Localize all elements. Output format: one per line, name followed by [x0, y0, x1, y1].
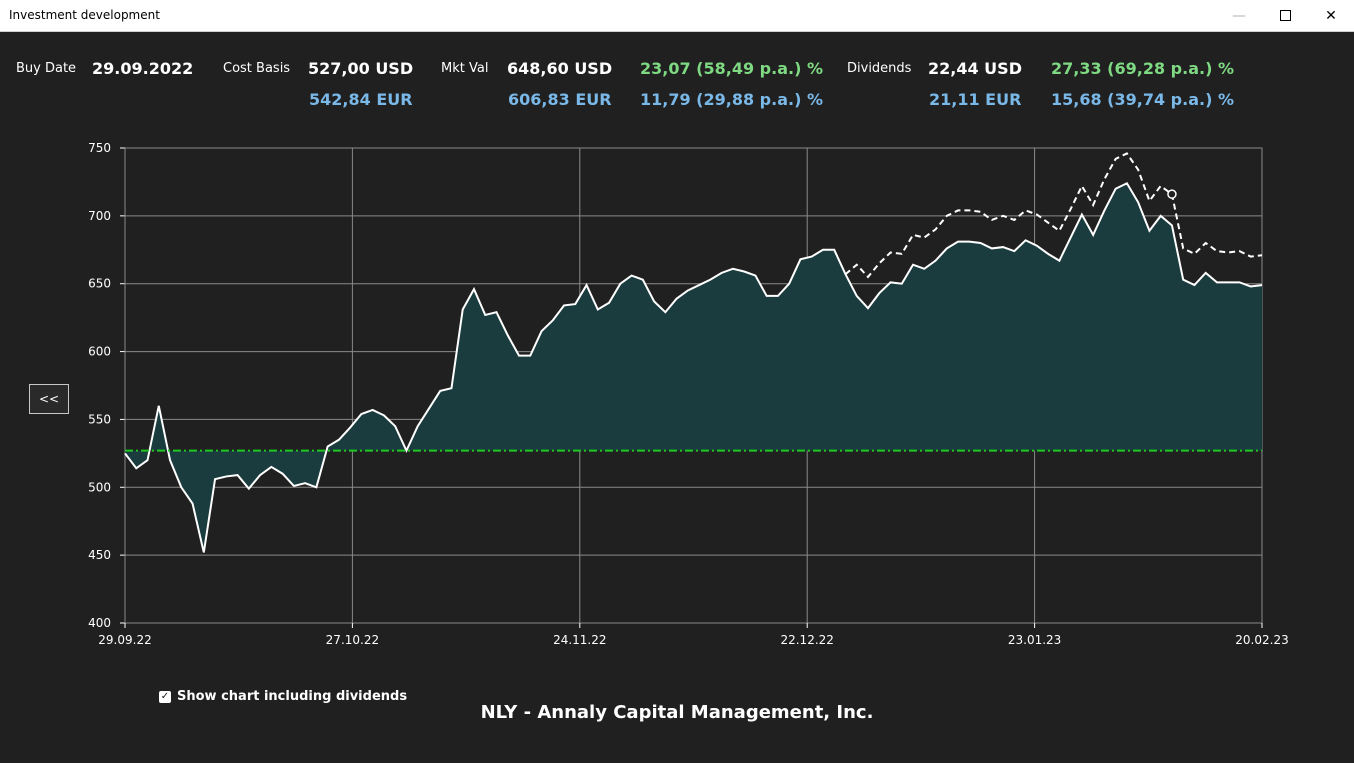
security-title: NLY - Annaly Capital Management, Inc. [480, 702, 874, 723]
x-tick-label: 22.12.22 [780, 633, 833, 647]
x-tick-label: 24.11.22 [553, 633, 606, 647]
window-titlebar: Investment development — ✕ [0, 0, 1354, 32]
window-title: Investment development [9, 8, 160, 22]
checkbox-checked-icon[interactable]: ✓ [159, 690, 171, 703]
y-tick-label: 400 [88, 616, 111, 630]
mkt-val-label: Mkt Val [441, 61, 489, 76]
show-dividends-label: Show chart including dividends [177, 689, 408, 704]
x-tick-label: 27.10.22 [326, 633, 379, 647]
value-line [124, 181, 1263, 553]
dividends-gain-usd: 27,33 (69,28 p.a.) % [1051, 59, 1234, 78]
mkt-gain-eur: 11,79 (29,88 p.a.) % [640, 90, 823, 109]
y-tick-label: 550 [88, 412, 111, 426]
dividends-line [844, 152, 1263, 279]
dividends-usd: 22,44 USD [928, 59, 1022, 78]
mkt-gain-usd: 23,07 (58,49 p.a.) % [640, 59, 823, 78]
x-tick-label: 23.01.23 [1008, 633, 1061, 647]
dividends-label: Dividends [847, 61, 912, 76]
y-tick-label: 700 [88, 209, 111, 223]
show-dividends-toggle[interactable]: ✓ Show chart including dividends [159, 689, 407, 704]
close-button[interactable]: ✕ [1308, 0, 1354, 31]
maximize-icon [1279, 10, 1291, 21]
close-icon: ✕ [1325, 7, 1337, 24]
y-tick-label: 600 [88, 345, 111, 359]
x-tick-label: 29.09.22 [98, 633, 151, 647]
dividends-eur: 21,11 EUR [929, 90, 1022, 109]
cost-basis-label: Cost Basis [223, 61, 291, 76]
investment-panel: 400 450 500 550 600 650 700 750 29.09.22 27.10.22… [1, 32, 1353, 762]
collapse-panel-button[interactable]: << [29, 384, 69, 414]
value-area [125, 183, 1262, 553]
y-tick-label: 450 [88, 548, 111, 562]
y-tick-label: 500 [88, 480, 111, 494]
cost-basis-eur: 542,84 EUR [309, 90, 413, 109]
buy-date-label: Buy Date [16, 61, 77, 76]
mkt-val-eur: 606,83 EUR [508, 90, 612, 109]
buy-date-value: 29.09.2022 [92, 59, 194, 78]
dividends-gain-eur: 15,68 (39,74 p.a.) % [1051, 90, 1234, 109]
maximize-button[interactable] [1262, 0, 1308, 31]
minimize-icon: — [1232, 7, 1246, 24]
x-tick-label: 20.02.23 [1235, 633, 1288, 647]
investment-chart: 400 450 500 550 600 650 700 750 29.09.22 27.10.22… [88, 141, 1289, 647]
cost-basis-usd: 527,00 USD [308, 59, 414, 78]
mkt-val-usd: 648,60 USD [507, 59, 613, 78]
y-tick-label: 650 [88, 277, 111, 291]
dividend-marker [1167, 189, 1177, 199]
y-tick-label: 750 [88, 141, 111, 155]
minimize-button[interactable]: — [1216, 0, 1262, 31]
